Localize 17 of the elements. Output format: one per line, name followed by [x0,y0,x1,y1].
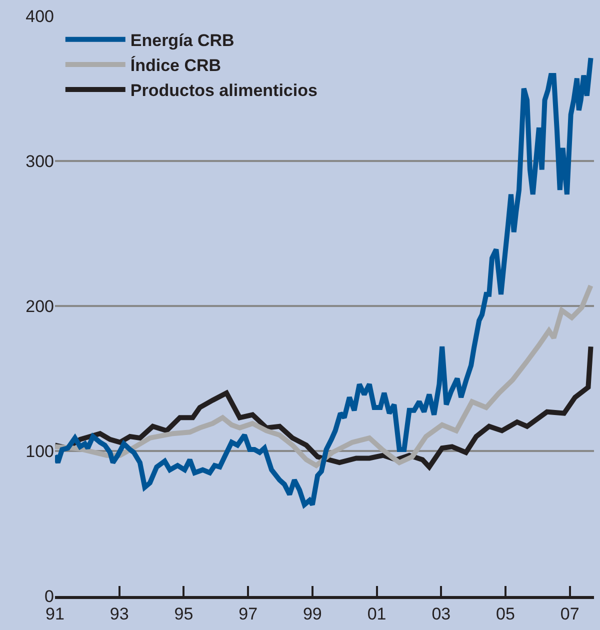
y-tick-label: 300 [26,152,54,171]
x-tick-label: 01 [367,604,386,624]
y-tick-label: 400 [26,6,54,26]
x-tick-label: 99 [302,604,322,624]
x-tick-label: 05 [496,604,515,624]
legend-label: Energía CRB [130,30,234,50]
legend-label: Productos alimenticios [130,81,318,100]
x-tick-label: 97 [238,604,258,624]
x-tick-label: 93 [110,604,129,624]
y-tick-label: 0 [44,586,54,606]
y-tick-label: 100 [26,442,54,461]
x-tick-label: 95 [174,604,194,624]
y-tick-label: 200 [26,296,54,316]
x-tick-label: 03 [432,604,451,624]
x-tick-label: 07 [560,604,580,624]
legend-label: Índice CRB [130,55,222,76]
x-tick-label: 91 [46,604,64,624]
